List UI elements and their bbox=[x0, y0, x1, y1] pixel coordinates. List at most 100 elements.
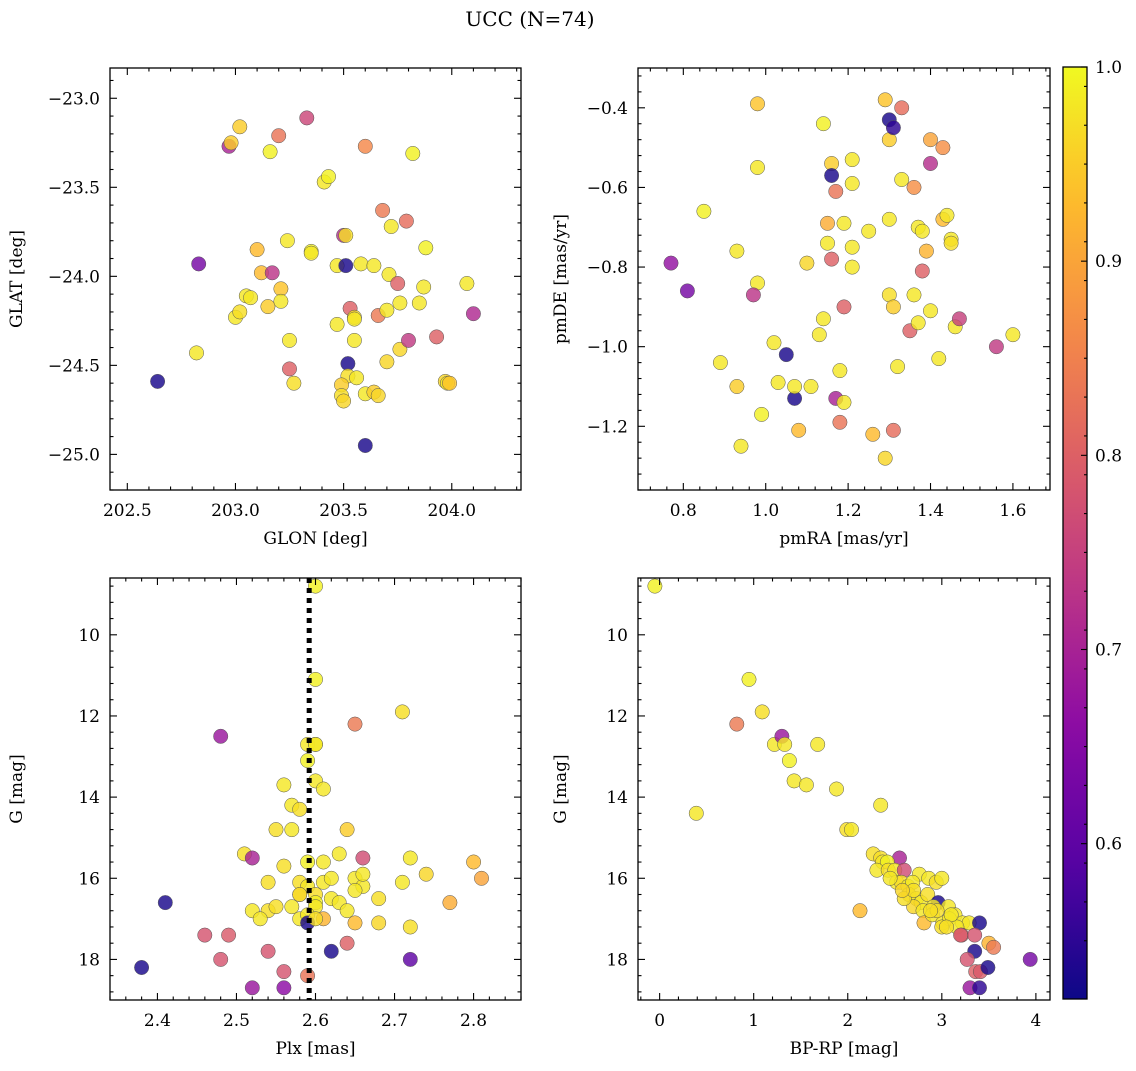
glon-glat-point bbox=[375, 202, 391, 218]
glon-glat-point bbox=[379, 354, 395, 370]
plx-g-xtick-label: 2.7 bbox=[381, 1011, 408, 1031]
glon-glat-point bbox=[321, 169, 336, 185]
plx-g-point bbox=[331, 846, 347, 862]
glon-glat-point bbox=[346, 332, 362, 348]
glon-glat-panel: 202.5 203.0 203.5 204.0 −23.0 −23.5 −24.0 −24.5… bbox=[7, 67, 522, 549]
pmra-pmde-point bbox=[918, 243, 934, 259]
plx-g-point bbox=[157, 895, 173, 911]
plx-g-point bbox=[394, 704, 410, 720]
glon-glat-point bbox=[357, 438, 373, 453]
plx-g-xlabel: Plx [mas] bbox=[275, 1039, 355, 1059]
glon-glat-point bbox=[191, 256, 207, 272]
figure-title: UCC (N=74) bbox=[465, 7, 594, 31]
cmd-xlabel: BP-RP [mag] bbox=[790, 1039, 899, 1059]
plx-g-point bbox=[466, 854, 482, 870]
glon-glat-ytick-label: −25.0 bbox=[48, 445, 100, 465]
glon-glat-point bbox=[249, 242, 265, 258]
pmra-pmde-point bbox=[914, 263, 930, 279]
glon-glat-point bbox=[338, 258, 354, 274]
pmra-pmde-point bbox=[861, 223, 877, 239]
cmd-point bbox=[873, 797, 889, 813]
glon-glat-point bbox=[353, 256, 369, 272]
pmra-pmde-point bbox=[988, 339, 1004, 355]
pmra-pmde-point bbox=[881, 211, 897, 227]
pmra-pmde-point bbox=[828, 183, 844, 199]
glon-glat-point bbox=[150, 373, 166, 389]
cmd-point bbox=[967, 927, 983, 943]
pmra-pmde-point bbox=[910, 315, 926, 331]
glon-glat-xtick-label: 203.5 bbox=[319, 501, 368, 521]
pmra-pmde-point bbox=[844, 152, 860, 168]
plx-g-point bbox=[276, 777, 292, 793]
glon-glat-point bbox=[271, 128, 287, 144]
plx-g-point bbox=[244, 850, 260, 866]
plx-g-point bbox=[347, 716, 363, 732]
pmra-pmde-point bbox=[729, 379, 745, 394]
pmra-pmde-point bbox=[750, 96, 765, 112]
glon-glat-point bbox=[279, 233, 295, 249]
glon-glat-points bbox=[150, 110, 481, 453]
pmra-pmde-xtick-label: 1.0 bbox=[752, 501, 779, 521]
cmd-ylabel: G [mag] bbox=[551, 754, 571, 823]
pmra-pmde-point bbox=[824, 168, 840, 183]
colorbar-tick-label: 0.8 bbox=[1095, 446, 1122, 466]
cmd-axes-frame bbox=[637, 577, 1051, 1001]
plx-g-point bbox=[276, 858, 292, 874]
plx-g-point bbox=[355, 866, 371, 882]
plx-g-point bbox=[308, 736, 323, 752]
plx-g-ytick-label: 10 bbox=[78, 626, 100, 646]
pmra-pmde-point bbox=[811, 327, 827, 343]
pmra-pmde-point bbox=[836, 299, 852, 315]
pmra-pmde-xtick-label: 1.2 bbox=[835, 501, 862, 521]
cmd-xtick-label: 3 bbox=[936, 1011, 947, 1031]
cmd-point bbox=[798, 777, 814, 793]
pmra-pmde-point bbox=[696, 203, 712, 219]
cmd-xtick-label: 4 bbox=[1030, 1011, 1041, 1031]
pmra-pmde-point bbox=[836, 215, 852, 231]
pmra-pmde-point bbox=[820, 235, 835, 251]
cmd-point bbox=[882, 870, 898, 886]
pmra-pmde-point bbox=[935, 140, 951, 156]
pmra-pmde-point bbox=[770, 375, 786, 390]
glon-glat-point bbox=[232, 119, 248, 135]
pmra-pmde-point bbox=[914, 223, 930, 239]
pmra-pmde-point bbox=[733, 438, 749, 454]
plx-g-point bbox=[474, 870, 489, 886]
plx-g-point bbox=[442, 895, 458, 911]
plx-g-point bbox=[347, 882, 363, 898]
glon-glat-point bbox=[189, 345, 204, 361]
glon-glat-xtick-label: 203.0 bbox=[211, 501, 260, 521]
cmd-ytick-label: 14 bbox=[606, 788, 628, 808]
cmd-ytick-label: 18 bbox=[606, 950, 628, 970]
glon-glat-point bbox=[392, 295, 408, 311]
cmd-point bbox=[829, 781, 844, 797]
cmd-point bbox=[777, 736, 793, 752]
cmd-points bbox=[647, 578, 1038, 996]
glon-glat-point bbox=[366, 258, 382, 274]
plx-g-point bbox=[371, 891, 387, 907]
pmra-pmde-point bbox=[885, 120, 901, 136]
glon-glat-ytick-label: −24.5 bbox=[48, 356, 100, 376]
glon-glat-point bbox=[346, 311, 362, 327]
pmra-pmde-point bbox=[679, 283, 695, 299]
glon-glat-point bbox=[349, 370, 365, 386]
glon-glat-point bbox=[465, 306, 481, 322]
cmd-point bbox=[647, 578, 663, 594]
colorbar-tick-label: 0.6 bbox=[1095, 835, 1122, 855]
glon-glat-xtick-label: 204.0 bbox=[427, 501, 476, 521]
cmd-ytick-label: 16 bbox=[606, 869, 628, 889]
pmra-pmde-point bbox=[729, 243, 745, 259]
glon-glat-point bbox=[232, 304, 248, 320]
pmra-pmde-point bbox=[906, 287, 922, 303]
glon-glat-point bbox=[329, 316, 345, 332]
plx-g-point bbox=[418, 866, 434, 882]
pmra-pmde-point bbox=[951, 311, 967, 327]
glon-glat-ylabel: GLAT [deg] bbox=[7, 230, 27, 328]
cmd-point bbox=[939, 919, 954, 935]
glon-glat-ytick-label: −23.0 bbox=[48, 89, 100, 109]
cmd-point bbox=[953, 927, 969, 943]
glon-glat-ytick-label: −23.5 bbox=[48, 178, 100, 198]
pmra-pmde-point bbox=[894, 100, 910, 116]
glon-glat-xlabel: GLON [deg] bbox=[263, 529, 367, 549]
